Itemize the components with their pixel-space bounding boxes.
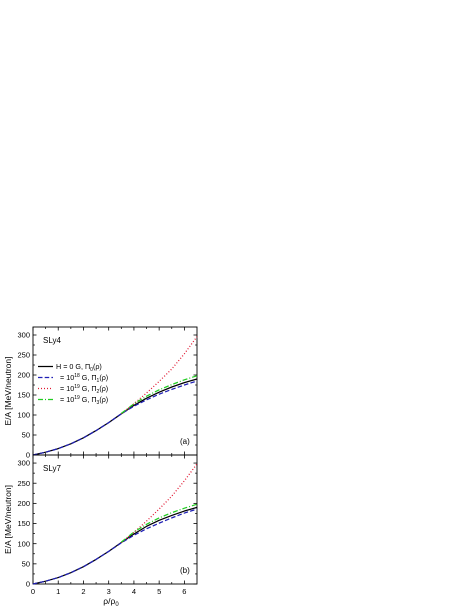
panel-b: 0 1 2 3 4 5 6 0 50 100 150 200 250 300 E/A [MeV/neutro… bbox=[3, 454, 198, 607]
legend-entry: = 1019 G, Π3(ρ) bbox=[60, 395, 108, 406]
series-line-3 bbox=[120, 503, 198, 543]
x-tick-label: 3 bbox=[107, 587, 111, 596]
x-tick-label: 2 bbox=[81, 587, 85, 596]
y-axis-title: E/A [MeV/neutron] bbox=[3, 357, 13, 426]
y-tick-label: 0 bbox=[26, 580, 30, 589]
model-label: SLy4 bbox=[43, 336, 61, 345]
y-tick-label: 50 bbox=[22, 431, 30, 440]
series-line-2 bbox=[120, 336, 198, 415]
panel-tag: (a) bbox=[180, 437, 190, 446]
series-line-2 bbox=[120, 463, 198, 543]
series-line-0 bbox=[32, 378, 198, 456]
plot-frame bbox=[32, 454, 198, 585]
y-tick-label: 250 bbox=[17, 351, 30, 360]
legend-entry: = 1018 G, Π1(ρ) bbox=[60, 373, 108, 384]
y-tick-label: 200 bbox=[17, 371, 30, 380]
x-tick-label: 4 bbox=[132, 587, 136, 596]
y-tick-label: 150 bbox=[17, 519, 30, 528]
series-line-1 bbox=[32, 380, 198, 456]
series-line-0 bbox=[32, 506, 198, 585]
x-tick-label: 0 bbox=[31, 587, 35, 596]
panel-a: 0 50 100 150 200 250 300 E/A [MeV/neutron] SLy4 (… bbox=[3, 326, 198, 460]
y-tick-label: 100 bbox=[17, 411, 30, 420]
series-line-3 bbox=[120, 375, 198, 414]
y-tick-label: 300 bbox=[17, 459, 30, 468]
series-line-1 bbox=[32, 508, 198, 585]
y-tick-label: 200 bbox=[17, 499, 30, 508]
plot-frame bbox=[32, 326, 198, 456]
y-tick-label: 50 bbox=[22, 559, 30, 568]
y-tick-label: 300 bbox=[17, 331, 30, 340]
x-tick-label: 1 bbox=[56, 587, 60, 596]
x-tick-label: 6 bbox=[182, 587, 186, 596]
y-tick-label: 0 bbox=[26, 451, 30, 460]
legend: H = 0 G, Π0(ρ)= 1018 G, Π1(ρ)= 1019 G, Π… bbox=[38, 362, 108, 406]
model-label: SLy7 bbox=[43, 464, 61, 473]
y-tick-label: 150 bbox=[17, 391, 30, 400]
x-axis-title: ρ/ρ0 bbox=[103, 596, 119, 607]
y-axis-title: E/A [MeV/neutron] bbox=[3, 485, 13, 554]
legend-entry: = 1019 G, Π2(ρ) bbox=[60, 384, 108, 395]
y-tick-label: 250 bbox=[17, 479, 30, 488]
y-tick-label: 100 bbox=[17, 539, 30, 548]
legend-entry: H = 0 G, Π0(ρ) bbox=[56, 362, 102, 373]
panel-tag: (b) bbox=[180, 566, 190, 575]
x-tick-label: 5 bbox=[157, 587, 161, 596]
